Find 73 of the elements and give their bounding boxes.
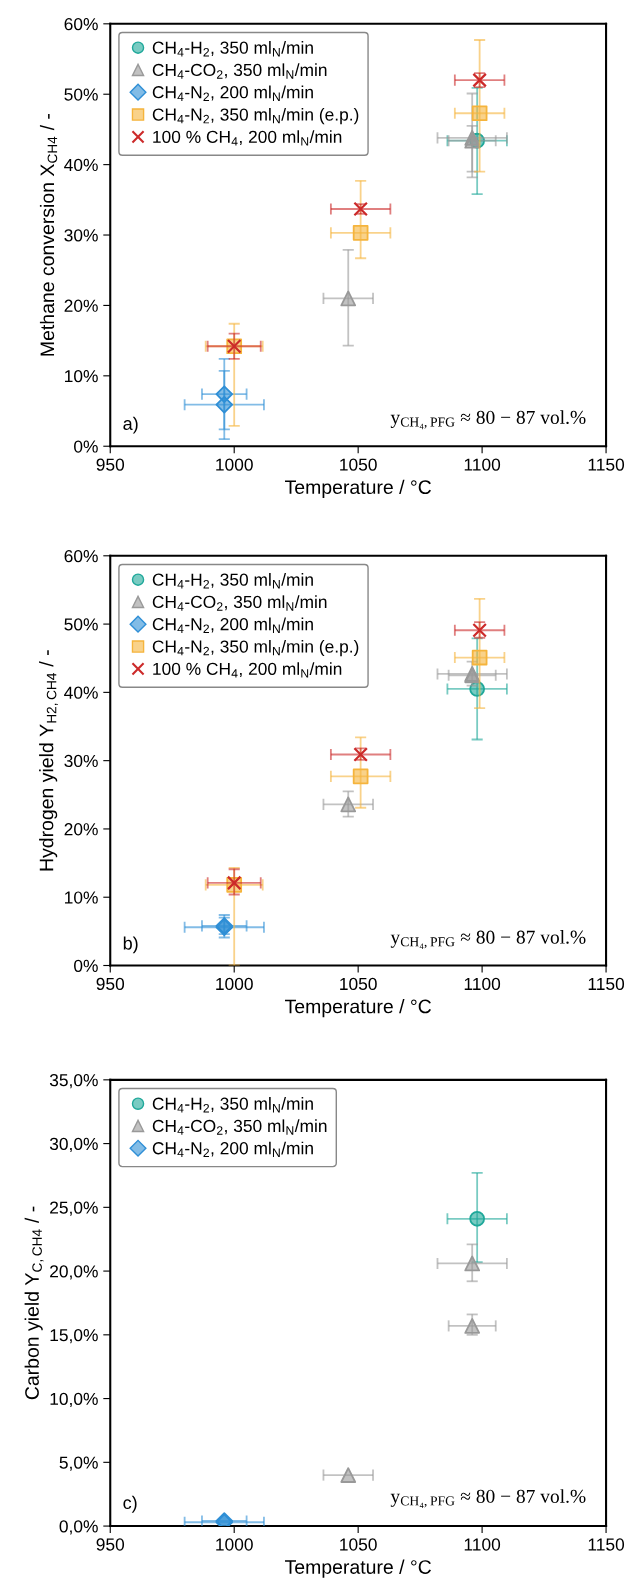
point [471,649,488,666]
y-tick-label: 30% [64,754,98,768]
point [469,1210,485,1227]
point [215,395,234,414]
legend-label: CH$_{4}$-CO$_{2}$, 350 ml$_{N}$/min [152,595,327,611]
y-tick-label: 15,0% [50,1329,98,1344]
y-tick-label: 50% [64,618,98,631]
y-tick-label: 5,0% [59,1456,98,1471]
annotation: y$_{CH₄,PFG}$ ≈ 80 − 87 vol.% [390,410,586,430]
annotation: y$_{CH₄,PFG}$ ≈ 80 − 87 vol.% [390,930,586,949]
y-tick-label: 20% [64,823,98,836]
point [352,768,369,785]
point [464,1318,481,1334]
y-tick-label: 30% [64,229,98,242]
point [340,1467,357,1483]
x-tick-label: 1050 [340,977,377,991]
annotation: b) [123,936,138,954]
legend-label: CH$_{4}$-N$_{2}$, 350 ml$_{N}$/min (e.p.) [152,107,359,125]
y-tick-label: 10,0% [50,1392,98,1408]
x-tick-label: 1150 [588,1538,625,1551]
y-tick-label: 10% [65,891,98,904]
x-axis-title: Temperature / °C [285,1559,432,1578]
legend-label: CH$_{4}$-H$_{2}$, 350 ml$_{N}$/min [152,41,313,57]
x-tick-label: 1150 [588,458,625,471]
legend-label: CH$_{4}$-N$_{2}$, 200 ml$_{N}$/min [152,617,313,633]
x-tick-label: 1000 [216,1538,253,1551]
y-tick-label: 50% [64,88,98,101]
legend-label: 100 % CH$_{4}$, 200 ml$_{N}$/min [153,130,342,146]
y-axis-title: Methane conversion X$_{CH4}$ / - [39,113,58,356]
legend-label: CH$_{4}$-H$_{2}$, 350 ml$_{N}$/min [152,1097,313,1113]
point [471,105,488,122]
x-axis-title: Temperature / °C [285,999,432,1018]
annotation: y$_{CH₄,PFG}$ ≈ 80 − 87 vol.% [390,1489,586,1509]
point [464,1255,481,1272]
y-tick-label: 25,0% [50,1201,98,1216]
x-tick-label: 950 [96,977,125,991]
y-tick-label: 0% [74,440,98,453]
x-tick-label: 1050 [340,458,377,471]
y-tick-label: 40% [64,686,98,699]
legend-label: CH$_{4}$-CO$_{2}$, 350 ml$_{N}$/min [152,63,327,79]
point [340,796,357,813]
y-tick-label: 0,0% [59,1520,98,1535]
y-tick-label: 35,0% [49,1074,98,1089]
annotation: c) [123,1495,137,1513]
y-tick-label: 0% [74,959,98,972]
y-tick-label: 40% [64,158,98,172]
x-tick-label: 1000 [216,977,253,991]
y-tick-label: 20% [64,299,98,312]
x-tick-label: 1100 [464,458,501,471]
y-axis-title: Hydrogen yield Y$_{H2,CH4}$ / - [39,650,58,871]
y-tick-label: 10% [65,369,98,383]
x-tick-label: 1050 [340,1538,377,1551]
x-tick-label: 1000 [216,458,253,471]
legend-label: CH$_{4}$-N$_{2}$, 200 ml$_{N}$/min [152,85,313,101]
y-axis-title: Carbon yield Y$_{C,CH4}$ / - [24,1206,44,1400]
x-tick-label: 1100 [464,1538,501,1551]
point [340,290,357,307]
x-tick-label: 950 [96,1538,125,1551]
legend-label: CH$_{4}$-N$_{2}$, 350 ml$_{N}$/min (e.p.) [152,639,359,657]
legend-label: CH$_{4}$-CO$_{2}$, 350 ml$_{N}$/min [152,1119,327,1135]
y-tick-label: 20,0% [50,1265,98,1280]
legend-label: CH$_{4}$-H$_{2}$, 350 ml$_{N}$/min [152,573,313,589]
x-tick-label: 950 [96,458,125,471]
point [352,225,369,241]
y-tick-label: 60% [64,549,98,563]
x-tick-label: 1100 [464,977,501,991]
legend-label: CH$_{4}$-N$_{2}$, 200 ml$_{N}$/min [152,1141,313,1157]
x-tick-label: 1150 [588,977,625,991]
y-tick-label: 60% [64,17,98,31]
y-tick-label: 30,0% [49,1137,98,1153]
x-axis-title: Temperature / °C [285,479,432,498]
annotation: a) [123,416,138,434]
legend-label: 100 % CH$_{4}$, 200 ml$_{N}$/min [153,662,342,678]
